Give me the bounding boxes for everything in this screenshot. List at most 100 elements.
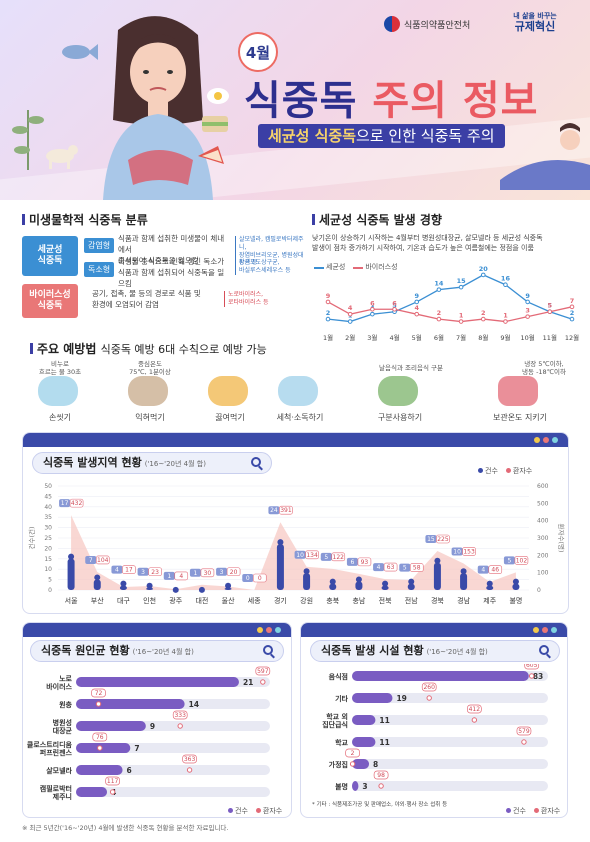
patients-data-label: 2 xyxy=(351,750,355,757)
cases-data-label: 4 xyxy=(481,567,485,574)
patients-data-label: 93 xyxy=(361,559,369,566)
patients-marker xyxy=(378,783,384,789)
trend-data-label: 2 xyxy=(481,309,486,317)
trend-tick-label: 6월 xyxy=(434,333,444,342)
cases-label-box xyxy=(503,556,515,565)
left-axis-tick: 40 xyxy=(44,504,52,511)
trend-data-label: 14 xyxy=(434,280,444,288)
region-tick-label: 경기 xyxy=(274,596,287,605)
patients-label-box xyxy=(436,534,450,544)
patients-label-box xyxy=(331,552,346,562)
legend-bacterial-label: 세균성 xyxy=(326,263,346,271)
trend-point xyxy=(325,299,331,305)
region-tick-label: 경남 xyxy=(457,596,470,605)
trend-data-label: 9 xyxy=(414,292,419,300)
patients-label-box xyxy=(345,748,360,758)
cases-label-box xyxy=(242,574,254,582)
cases-label-box xyxy=(399,563,411,572)
trend-tick-label: 4월 xyxy=(389,333,399,342)
legend-patients-label: 환자수 xyxy=(512,467,533,475)
trend-data-label: 15 xyxy=(457,277,467,285)
facility-title-text: 식중독 발생 시설 현황 xyxy=(321,644,424,657)
cases-bar-head xyxy=(146,582,153,589)
cases-data-label: 11 xyxy=(379,716,389,725)
trend-data-label: 1 xyxy=(459,312,464,320)
patients-label-box xyxy=(409,563,424,572)
patients-data-label: 260 xyxy=(423,684,435,691)
patients-data-label: 597 xyxy=(257,668,269,675)
region-tick-label: 불명 xyxy=(509,596,522,605)
cases-bar xyxy=(146,587,154,590)
cases-label-box xyxy=(373,563,385,572)
title-mark xyxy=(22,214,25,225)
right-axis-tick: 500 xyxy=(537,500,549,507)
bar-track xyxy=(352,715,548,725)
cases-bar xyxy=(352,671,529,681)
cases-data-label: 4 xyxy=(115,567,119,574)
patients-marker xyxy=(177,723,183,729)
category-label: 가정집 xyxy=(329,760,348,769)
trend-point xyxy=(547,309,553,315)
category-label: 학교 외 xyxy=(326,712,348,721)
trend-point xyxy=(525,299,530,305)
prevention-note: 날음식과 조리음식 구분 xyxy=(379,364,443,372)
cases-bar xyxy=(276,544,284,590)
cases-data-label: 7 xyxy=(89,557,93,564)
cases-label-box xyxy=(268,506,280,515)
prevention-note: 냉장 5℃이하, 냉동 -18℃이하 xyxy=(522,360,566,377)
viral-text: 공기, 접촉, 물 등의 경로로 식품 및 환경에 오염되어 감염 xyxy=(92,289,201,309)
cases-bar-head xyxy=(172,586,179,593)
left-axis-tick: 35 xyxy=(44,514,52,521)
patients-marker xyxy=(186,767,193,773)
legend-viral: 바이러스성 xyxy=(353,262,398,272)
prevention-title: 주요 예방법 식중독 예방 6대 수칙으로 예방 가능 xyxy=(30,340,267,357)
prevention-label: 익혀먹기 xyxy=(135,413,165,422)
legend-cases-label: 건수 xyxy=(235,807,248,815)
trend-tick-label: 8월 xyxy=(478,333,488,342)
cases-bar xyxy=(67,558,75,590)
cases-data-label: 0 xyxy=(246,575,250,582)
patients-data-label: 0 xyxy=(258,575,262,582)
cause-bar-chart: 21 597 노로바이러스 14 72 원충 9 333 병원성대장균 7 76 클로스트리디움퍼프린… xyxy=(27,666,271,801)
patients-data-label: 30 xyxy=(204,570,212,577)
cases-data-label: 10 xyxy=(453,548,461,555)
patients-data-label: 63 xyxy=(387,564,395,571)
cases-bar xyxy=(224,587,232,590)
region-tick-label: 충북 xyxy=(326,596,339,605)
patients-marker xyxy=(95,701,102,707)
bar-track xyxy=(352,759,548,769)
region-tick-label: 강원 xyxy=(300,596,313,605)
trend-series-line xyxy=(327,301,573,323)
category-label: 노로 xyxy=(59,675,72,683)
bar-track xyxy=(352,693,548,703)
fish-icon xyxy=(62,44,98,60)
ministry-name: 식품의약품안전처 xyxy=(404,20,471,31)
patients-marker xyxy=(528,673,535,679)
cases-bar xyxy=(119,585,127,590)
right-axis-tick: 400 xyxy=(537,518,549,525)
patients-label-box xyxy=(279,505,293,515)
patients-label-box xyxy=(95,555,110,565)
trend-point xyxy=(436,316,442,322)
patients-marker xyxy=(260,679,266,685)
region-legend: 건수 환자수 xyxy=(478,466,532,476)
trend-point xyxy=(392,306,397,312)
facility-panel-title: 식중독 발생 시설 현황 ('16~'20년 4월 합) xyxy=(310,640,560,662)
cases-data-label: 6 xyxy=(127,766,132,775)
cases-bar-head xyxy=(329,578,336,585)
region-tick-label: 대전 xyxy=(195,596,208,605)
cases-data-label: 3 xyxy=(362,782,367,791)
patients-label-box xyxy=(200,568,215,578)
cases-data-label: 83 xyxy=(533,672,543,681)
cases-label-box xyxy=(137,567,149,576)
patients-label-box xyxy=(252,573,267,583)
patients-data-label: 98 xyxy=(377,772,385,779)
prevention-label: 손씻기 xyxy=(48,413,72,422)
food-icons xyxy=(198,88,229,164)
patients-data-label: 72 xyxy=(95,690,103,697)
prevention-label: 구분사용하기 xyxy=(377,413,423,422)
patients-data-label: 134 xyxy=(306,552,318,559)
region-tick-label: 광주 xyxy=(169,597,182,605)
region-tick-label: 전북 xyxy=(379,596,392,605)
title-mark xyxy=(312,214,315,225)
